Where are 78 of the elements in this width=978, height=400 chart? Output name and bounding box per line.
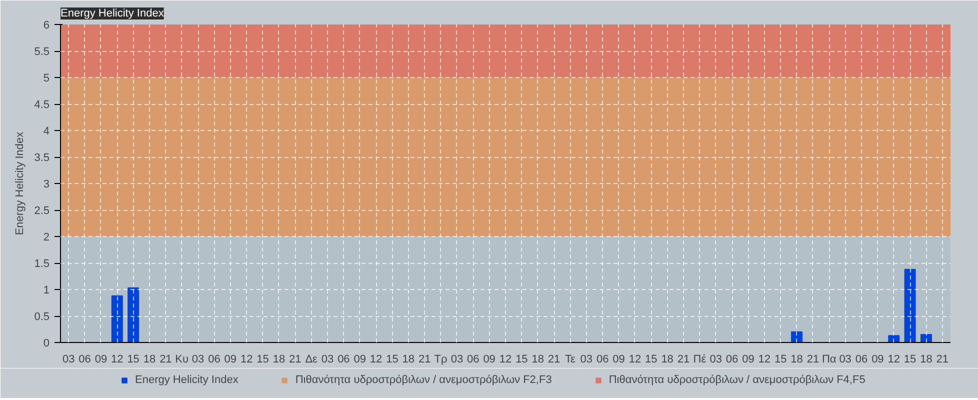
x-tick-label: 21 bbox=[418, 354, 431, 366]
x-tick-label: 03 bbox=[839, 354, 852, 366]
y-tick-label: 5.5 bbox=[34, 46, 50, 58]
x-tick-label: 15 bbox=[256, 354, 269, 366]
x-tick-label: 18 bbox=[661, 354, 674, 366]
y-tick-label: 0.5 bbox=[34, 311, 50, 323]
x-tick-label: 09 bbox=[94, 354, 108, 366]
bar bbox=[920, 334, 932, 342]
y-tick-label: 1.5 bbox=[34, 258, 50, 270]
x-tick-label: 15 bbox=[904, 354, 916, 366]
x-tick-label: 09 bbox=[872, 354, 884, 366]
x-tick-label: 06 bbox=[596, 354, 609, 366]
x-tick-label: 15 bbox=[127, 354, 140, 366]
x-tick-label: 18 bbox=[920, 354, 932, 366]
x-tick-label: 12 bbox=[499, 354, 512, 366]
x-tick-label: 18 bbox=[790, 354, 803, 366]
x-tick-label: Πέ bbox=[693, 354, 706, 366]
x-tick-label: 18 bbox=[272, 354, 286, 366]
x-tick-label: 15 bbox=[386, 354, 398, 366]
x-tick-label: 21 bbox=[160, 354, 172, 366]
legend-label: Energy Helicity Index bbox=[135, 374, 238, 386]
y-tick-label: 3.5 bbox=[34, 152, 50, 164]
x-tick-label: 03 bbox=[321, 354, 334, 366]
x-tick-label: 21 bbox=[806, 354, 820, 366]
x-tick-label: 06 bbox=[467, 354, 480, 366]
x-tick-label: 21 bbox=[289, 354, 302, 366]
x-tick-label: 21 bbox=[677, 354, 690, 366]
x-tick-label: 12 bbox=[888, 354, 900, 366]
x-tick-label: 09 bbox=[483, 354, 496, 366]
x-tick-label: Τρ bbox=[434, 354, 448, 366]
y-tick-label: 5 bbox=[43, 72, 50, 84]
x-tick-label: 09 bbox=[354, 354, 366, 366]
y-tick-label: 0 bbox=[43, 338, 50, 350]
x-tick-label: 12 bbox=[240, 354, 253, 366]
y-tick-label: 6 bbox=[43, 20, 50, 32]
y-tick-label: 2.5 bbox=[34, 205, 50, 217]
x-tick-label: 21 bbox=[936, 354, 949, 366]
x-tick-label: 21 bbox=[548, 354, 560, 366]
bar bbox=[128, 287, 140, 342]
x-tick-label: 09 bbox=[742, 354, 754, 366]
x-tick-label: 09 bbox=[612, 354, 625, 366]
y-tick-label: 4 bbox=[43, 126, 50, 138]
x-tick-label: Κυ bbox=[175, 354, 189, 366]
x-tick-label: 06 bbox=[855, 354, 868, 366]
y-axis-title: Energy Helicity Index bbox=[14, 131, 26, 236]
y-tick-label: 2 bbox=[43, 232, 50, 244]
x-tick-label: 03 bbox=[710, 354, 722, 366]
x-tick-label: 06 bbox=[208, 354, 220, 366]
x-tick-label: 15 bbox=[645, 354, 658, 366]
y-tick-label: 1 bbox=[43, 284, 50, 296]
x-tick-label: 06 bbox=[78, 354, 91, 366]
y-tick-label: 3 bbox=[43, 178, 50, 190]
x-tick-label: Τε bbox=[565, 354, 576, 366]
x-tick-label: 06 bbox=[726, 354, 738, 366]
bar bbox=[888, 335, 900, 342]
x-tick-label: 03 bbox=[580, 354, 593, 366]
x-tick-label: 15 bbox=[516, 354, 528, 366]
x-tick-label: 15 bbox=[774, 354, 787, 366]
x-tick-label: 18 bbox=[143, 354, 156, 366]
x-tick-label: 18 bbox=[402, 354, 415, 366]
x-tick-label: 03 bbox=[62, 354, 75, 366]
x-tick-label: 12 bbox=[111, 354, 124, 366]
x-tick-label: Πα bbox=[822, 354, 837, 366]
y-tick-label: 4.5 bbox=[34, 99, 50, 111]
x-tick-label: 12 bbox=[758, 354, 771, 366]
x-tick-label: 12 bbox=[370, 354, 382, 366]
legend-label: Πιθανότητα υδροστρόβιλων / ανεμοστρόβιλων F4,F5 bbox=[608, 374, 866, 386]
chart-title: Energy Helicity Index bbox=[60, 8, 164, 20]
bar bbox=[904, 268, 916, 342]
legend-label: Πιθανότητα υδροστρόβιλων / ανεμοστρόβιλων F2,F3 bbox=[295, 374, 552, 386]
x-tick-label: 18 bbox=[532, 354, 544, 366]
x-tick-label: 06 bbox=[338, 354, 350, 366]
bar bbox=[111, 295, 123, 342]
x-tick-label: 03 bbox=[450, 354, 464, 366]
x-tick-label: 03 bbox=[192, 354, 204, 366]
x-tick-label: 09 bbox=[224, 354, 237, 366]
x-tick-label: 12 bbox=[628, 354, 642, 366]
x-tick-label: Δε bbox=[305, 354, 318, 366]
